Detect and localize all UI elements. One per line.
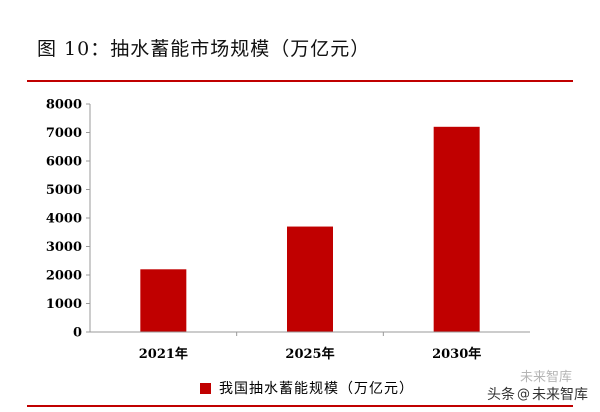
bottom-rule — [27, 405, 573, 407]
watermark-at: @ — [517, 386, 530, 402]
bar-2025年 — [287, 226, 333, 332]
y-axis: 0 1000 2000 3000 4000 5000 6000 7000 8000 — [46, 98, 91, 341]
y-tick-label: 5000 — [46, 183, 82, 198]
y-tick-label: 1000 — [46, 297, 82, 312]
x-axis: 2021年 2025年 2030年 — [90, 331, 530, 362]
figure-title: 图 10：抽水蓄能市场规模（万亿元） — [37, 38, 371, 60]
watermark-prefix: 头条 — [487, 387, 515, 403]
y-tick-label: 8000 — [46, 98, 82, 113]
y-tick-label: 2000 — [46, 269, 82, 284]
watermark-source: 未来智库 — [532, 387, 588, 403]
legend-swatch — [200, 382, 211, 394]
watermark-faint: 未来智库 — [520, 370, 573, 385]
x-tick-label: 2021年 — [139, 346, 188, 362]
top-rule — [27, 80, 573, 82]
x-tick-label: 2030年 — [432, 346, 481, 362]
x-tick-label: 2025年 — [285, 346, 334, 362]
y-tick-label: 7000 — [46, 126, 82, 141]
legend-label: 我国抽水蓄能规模（万亿元） — [219, 381, 414, 397]
bar-2021年 — [140, 269, 187, 332]
y-tick-label: 6000 — [46, 155, 82, 170]
y-tick-label: 3000 — [46, 240, 82, 255]
bars — [140, 126, 480, 332]
bar-2030年 — [433, 126, 480, 332]
y-tick-label: 4000 — [46, 212, 82, 227]
watermark: 头条 @ 未来智库 — [487, 384, 588, 404]
y-tick-label: 0 — [73, 326, 82, 341]
legend: 我国抽水蓄能规模（万亿元） — [200, 378, 414, 398]
